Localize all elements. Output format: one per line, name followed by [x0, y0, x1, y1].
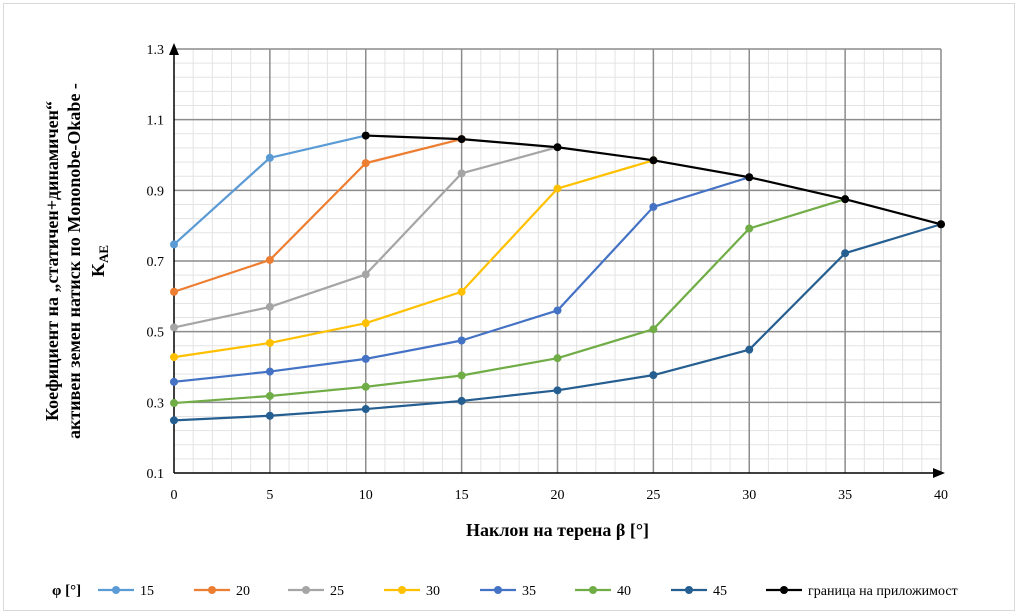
legend-entry: граница на приложимост: [766, 584, 958, 599]
data-point: [265, 411, 274, 420]
x-tick-label: 40: [934, 488, 948, 503]
series-line: [173, 138, 462, 293]
data-point: [841, 249, 850, 258]
data-point: [457, 371, 466, 380]
series-4: [170, 156, 658, 362]
data-point: [553, 184, 562, 193]
legend-entry: 30: [384, 584, 440, 599]
y-tick-label: 1.3: [147, 43, 165, 58]
x-tick-label: 0: [171, 488, 178, 503]
legend-title: φ [°]: [52, 583, 81, 599]
data-point: [361, 159, 370, 168]
chart-frame: [3, 3, 1015, 611]
data-point: [745, 173, 754, 182]
data-point: [553, 306, 562, 315]
legend-swatch-marker: [494, 586, 502, 594]
data-point: [265, 255, 274, 264]
data-point: [361, 354, 370, 363]
data-point: [649, 371, 658, 380]
data-point: [170, 353, 178, 362]
y-tick-label: 0.7: [147, 255, 165, 270]
data-point: [265, 302, 274, 311]
y-axis-arrow: [169, 43, 179, 55]
legend-label: 30: [426, 584, 440, 599]
data-point: [170, 323, 178, 332]
legend-label: 20: [236, 584, 250, 599]
legend-entry: 45: [671, 584, 727, 599]
data-point: [649, 325, 658, 334]
data-point: [649, 156, 658, 165]
legend-label: 15: [140, 584, 154, 599]
y-tick-label: 0.5: [147, 326, 165, 341]
data-point: [170, 287, 178, 296]
x-tick-label: 10: [359, 488, 373, 503]
legend-swatch-marker: [398, 586, 406, 594]
x-axis-title: Наклон на терена β [°]: [466, 520, 649, 540]
y-tick-label: 0.3: [147, 396, 165, 411]
y-tick-label: 0.1: [147, 467, 165, 482]
x-tick-label: 30: [742, 488, 756, 503]
legend-label: граница на приложимост: [808, 584, 958, 599]
data-point: [170, 399, 178, 408]
legend-entry: 25: [288, 584, 344, 599]
data-point: [457, 336, 466, 345]
data-point: [361, 319, 370, 328]
data-point: [457, 287, 466, 296]
legend-swatch-marker: [589, 586, 597, 594]
series-line: [173, 159, 654, 359]
data-point: [745, 345, 754, 354]
y-axis-title-line: KAE: [88, 245, 111, 277]
data-point: [265, 153, 274, 162]
data-point: [457, 396, 466, 405]
data-point: [361, 131, 370, 140]
legend-entry: 15: [98, 584, 154, 599]
x-tick-label: 5: [266, 488, 273, 503]
legend-label: 40: [617, 584, 631, 599]
data-point: [553, 386, 562, 395]
data-point: [170, 416, 178, 425]
x-tick-label: 25: [646, 488, 660, 503]
legend-label: 35: [522, 584, 536, 599]
series-line: [173, 198, 846, 405]
data-point: [841, 195, 850, 204]
data-point: [361, 270, 370, 279]
data-point: [649, 202, 658, 211]
y-tick-label: 1.1: [147, 114, 165, 129]
data-point: [553, 143, 562, 152]
legend-label: 25: [330, 584, 344, 599]
y-axis-title-line: Коефициент на „статичен+динамичен“: [42, 101, 62, 421]
y-tick-label: 0.9: [147, 184, 165, 199]
x-tick-label: 20: [551, 488, 565, 503]
data-point: [170, 377, 178, 386]
data-point: [937, 220, 945, 229]
legend-entry: 40: [575, 584, 631, 599]
legend-swatch-marker: [780, 586, 788, 594]
data-point: [265, 391, 274, 400]
data-point: [457, 135, 466, 144]
x-tick-label: 35: [838, 488, 852, 503]
legend-swatch-marker: [112, 586, 120, 594]
legend-swatch-marker: [685, 586, 693, 594]
data-point: [170, 240, 178, 249]
data-point: [361, 405, 370, 414]
series-6: [170, 195, 850, 408]
legend-swatch-marker: [302, 586, 310, 594]
data-point: [745, 224, 754, 233]
x-axis-arrow: [933, 468, 945, 478]
data-point: [265, 338, 274, 347]
x-tick-label: 15: [455, 488, 469, 503]
data-point: [553, 354, 562, 363]
data-point: [457, 169, 466, 178]
series-8: [361, 131, 945, 229]
y-axis-title-line: активен земен натиск по Mononobe-Okabe -: [64, 83, 84, 439]
legend-entry: 35: [480, 584, 536, 599]
legend-label: 45: [713, 584, 727, 599]
data-point: [361, 382, 370, 391]
data-point: [265, 367, 274, 376]
legend-swatch-marker: [208, 586, 216, 594]
series-3: [170, 143, 562, 332]
legend-entry: 20: [194, 584, 250, 599]
y-axis-title-subscript: AE: [96, 245, 111, 263]
